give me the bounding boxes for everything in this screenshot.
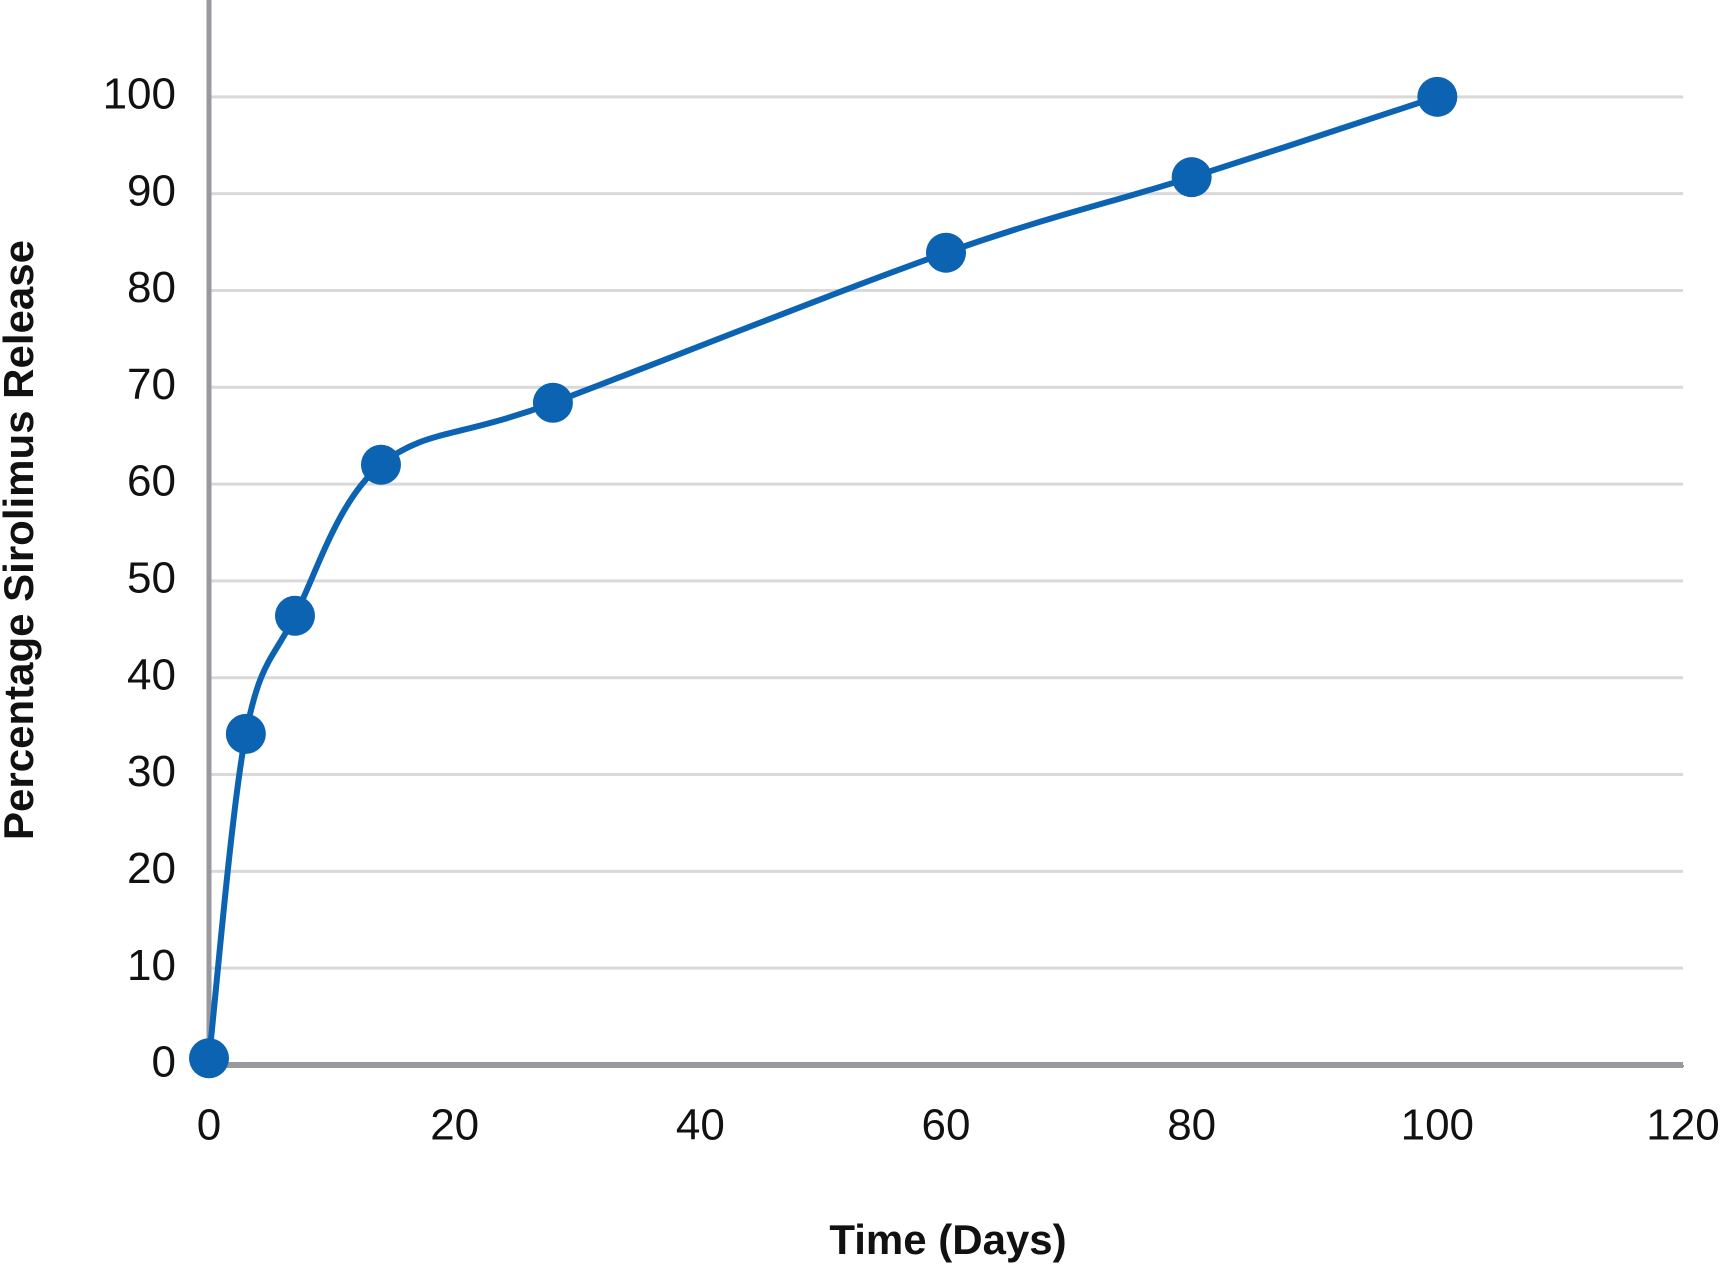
x-tick-label: 20 [430,1101,479,1150]
data-point [1417,76,1458,117]
data-point [274,595,315,636]
data-point [926,232,966,273]
y-tick-label: 10 [127,941,176,990]
x-tick-label: 40 [676,1101,725,1150]
y-tick-label: 100 [103,69,176,118]
y-tick-label: 20 [127,844,176,893]
y-tick-label: 30 [127,747,176,796]
x-tick-label: 0 [197,1101,221,1150]
y-tick-label: 80 [127,263,176,312]
x-tick-label: 60 [922,1101,971,1150]
y-tick-label: 0 [152,1038,176,1087]
x-tick-label: 120 [1646,1101,1719,1150]
data-point [1171,157,1212,198]
data-point [225,713,266,754]
data-line [206,93,1439,1059]
x-tick-label: 100 [1401,1101,1474,1150]
data-point [189,1038,229,1079]
y-tick-label: 90 [127,166,176,215]
y-tick-label: 40 [127,650,176,699]
y-tick-label: 70 [127,360,176,409]
y-tick-label: 60 [127,457,176,506]
x-tick-label: 80 [1167,1101,1216,1150]
y-axis-title: Percentage Sirolimus Release [0,240,42,840]
data-point [532,382,573,423]
x-axis-title: Time (Days) [829,1216,1066,1263]
y-tick-label: 50 [127,554,176,603]
data-point [360,444,401,485]
